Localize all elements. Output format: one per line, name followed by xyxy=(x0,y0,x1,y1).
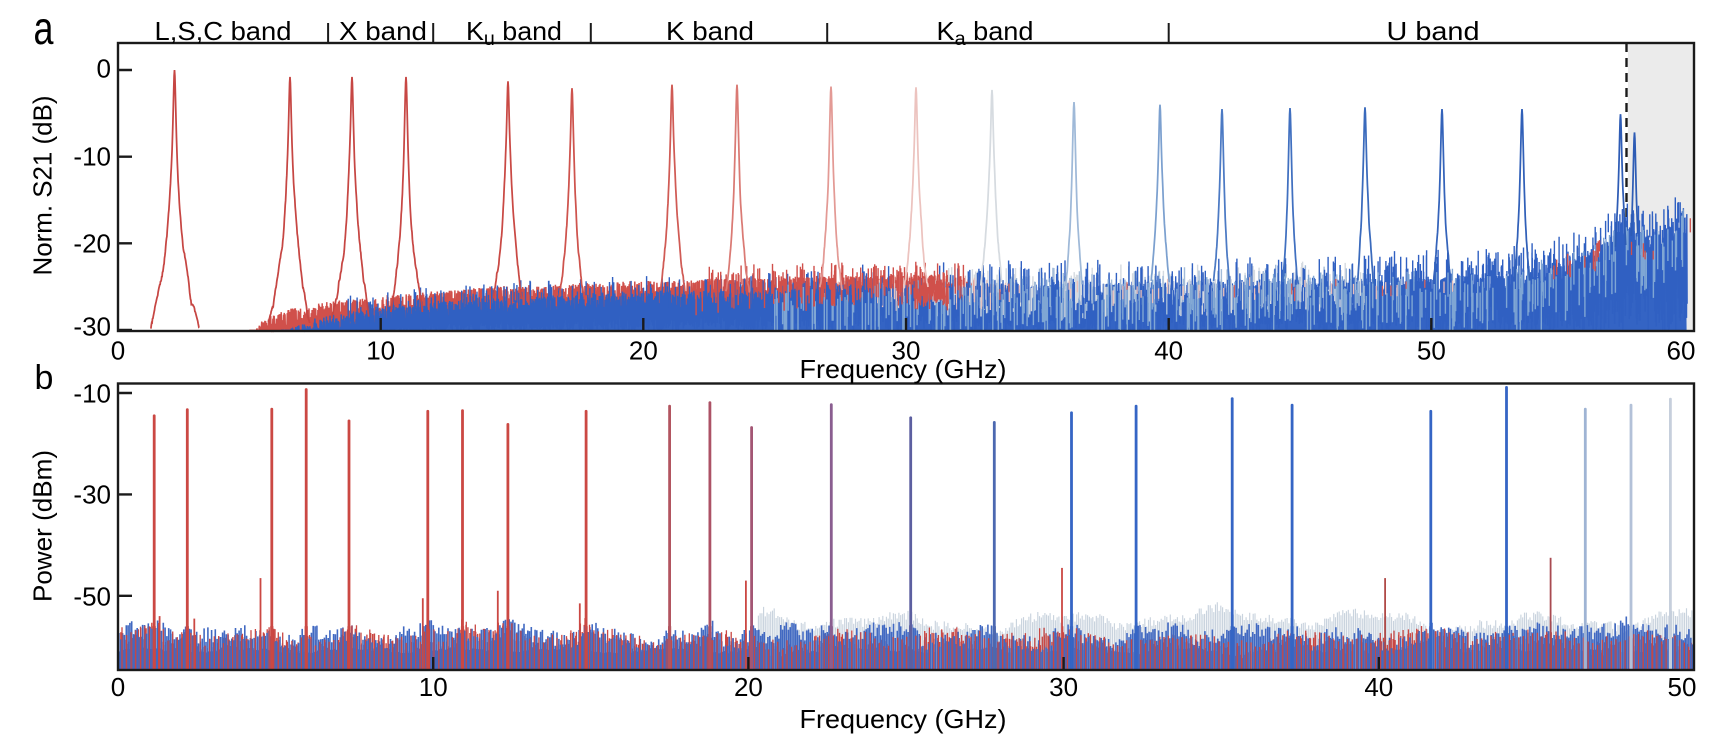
svg-text:Frequency (GHz): Frequency (GHz) xyxy=(800,704,1007,734)
svg-text:-10: -10 xyxy=(73,142,111,172)
svg-text:a: a xyxy=(34,3,54,54)
svg-text:30: 30 xyxy=(892,336,921,366)
svg-text:b: b xyxy=(35,359,54,397)
svg-text:Ka band: Ka band xyxy=(937,16,1034,50)
svg-text:-10: -10 xyxy=(73,379,111,409)
svg-text:-20: -20 xyxy=(73,229,111,259)
svg-text:K band: K band xyxy=(666,16,754,46)
svg-text:20: 20 xyxy=(734,672,763,702)
svg-text:50: 50 xyxy=(1417,336,1446,366)
svg-text:10: 10 xyxy=(419,672,448,702)
svg-text:X band: X band xyxy=(339,16,427,46)
svg-text:50: 50 xyxy=(1668,672,1697,702)
svg-text:-50: -50 xyxy=(73,582,111,612)
svg-text:Norm. S21 (dB): Norm. S21 (dB) xyxy=(28,96,58,276)
svg-text:-30: -30 xyxy=(73,480,111,510)
svg-text:60: 60 xyxy=(1667,336,1696,366)
svg-text:40: 40 xyxy=(1364,672,1393,702)
svg-text:40: 40 xyxy=(1154,336,1183,366)
svg-text:0: 0 xyxy=(111,336,125,366)
svg-text:Ku band: Ku band xyxy=(466,16,562,50)
svg-text:0: 0 xyxy=(97,54,111,84)
svg-text:L,S,C band: L,S,C band xyxy=(155,16,292,46)
svg-text:Frequency (GHz): Frequency (GHz) xyxy=(800,354,1007,384)
svg-text:U band: U band xyxy=(1387,16,1480,46)
svg-text:Power (dBm): Power (dBm) xyxy=(28,450,58,602)
svg-text:30: 30 xyxy=(1049,672,1078,702)
svg-text:-30: -30 xyxy=(73,312,111,342)
svg-text:0: 0 xyxy=(111,672,125,702)
svg-text:20: 20 xyxy=(629,336,658,366)
svg-text:10: 10 xyxy=(366,336,395,366)
